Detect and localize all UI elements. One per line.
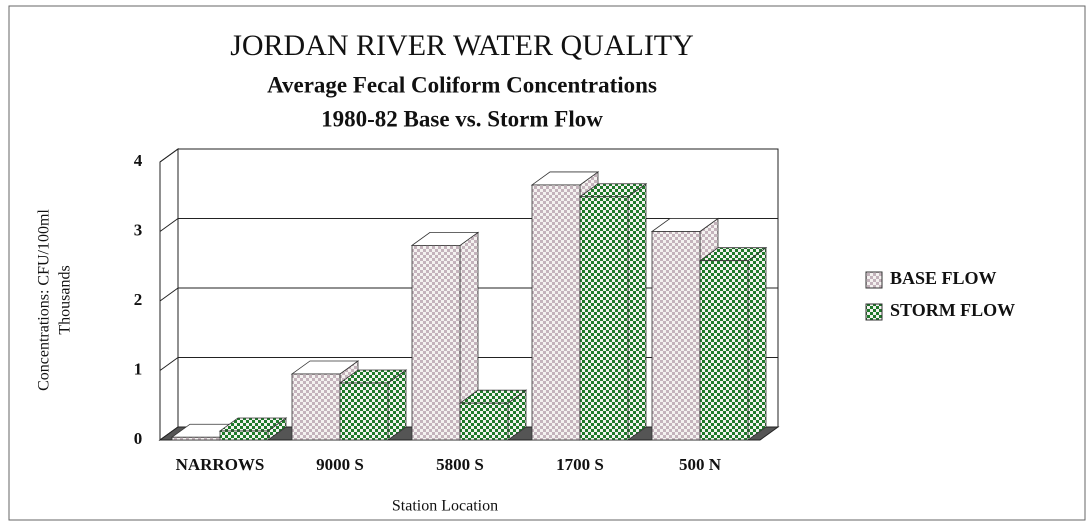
x-tick-label: 9000 S — [316, 455, 364, 474]
bar — [411, 244, 461, 441]
chart-subtitle: 1980-82 Base vs. Storm Flow — [321, 106, 603, 131]
chart-subtitle: Average Fecal Coliform Concentrations — [267, 72, 657, 97]
x-tick-label: 1700 S — [556, 455, 604, 474]
y-axis-label: Concentrations: CFU/100ml — [36, 209, 53, 391]
y-tick-label: 2 — [134, 290, 143, 309]
legend-label: BASE FLOW — [890, 268, 997, 288]
chart-title: JORDAN RIVER WATER QUALITY — [230, 29, 694, 62]
bar — [531, 184, 581, 441]
legend-label: STORM FLOW — [890, 300, 1015, 320]
y-axis-label: Thousands — [57, 265, 74, 334]
x-tick-label: 500 N — [679, 455, 722, 474]
legend-swatch — [865, 303, 883, 321]
grid-line — [159, 357, 179, 371]
bar — [291, 373, 341, 441]
bar — [699, 260, 749, 441]
grid-line — [159, 287, 179, 302]
y-tick-label: 0 — [134, 429, 143, 448]
bar-side — [747, 246, 767, 441]
y-tick-label: 3 — [134, 220, 143, 239]
legend-swatch — [865, 271, 883, 289]
bar — [339, 382, 389, 441]
bar — [579, 196, 629, 441]
x-tick-label: NARROWS — [176, 455, 265, 474]
bar-side — [627, 182, 647, 441]
y-tick-label: 1 — [134, 359, 143, 378]
grid-line — [159, 218, 179, 232]
bar — [171, 436, 221, 441]
bar — [219, 430, 269, 441]
grid-line — [159, 148, 179, 163]
x-tick-label: 5800 S — [436, 455, 484, 474]
x-axis-label: Station Location — [392, 498, 498, 515]
bar — [651, 231, 701, 441]
y-tick-label: 4 — [134, 151, 143, 170]
bar — [459, 402, 509, 441]
